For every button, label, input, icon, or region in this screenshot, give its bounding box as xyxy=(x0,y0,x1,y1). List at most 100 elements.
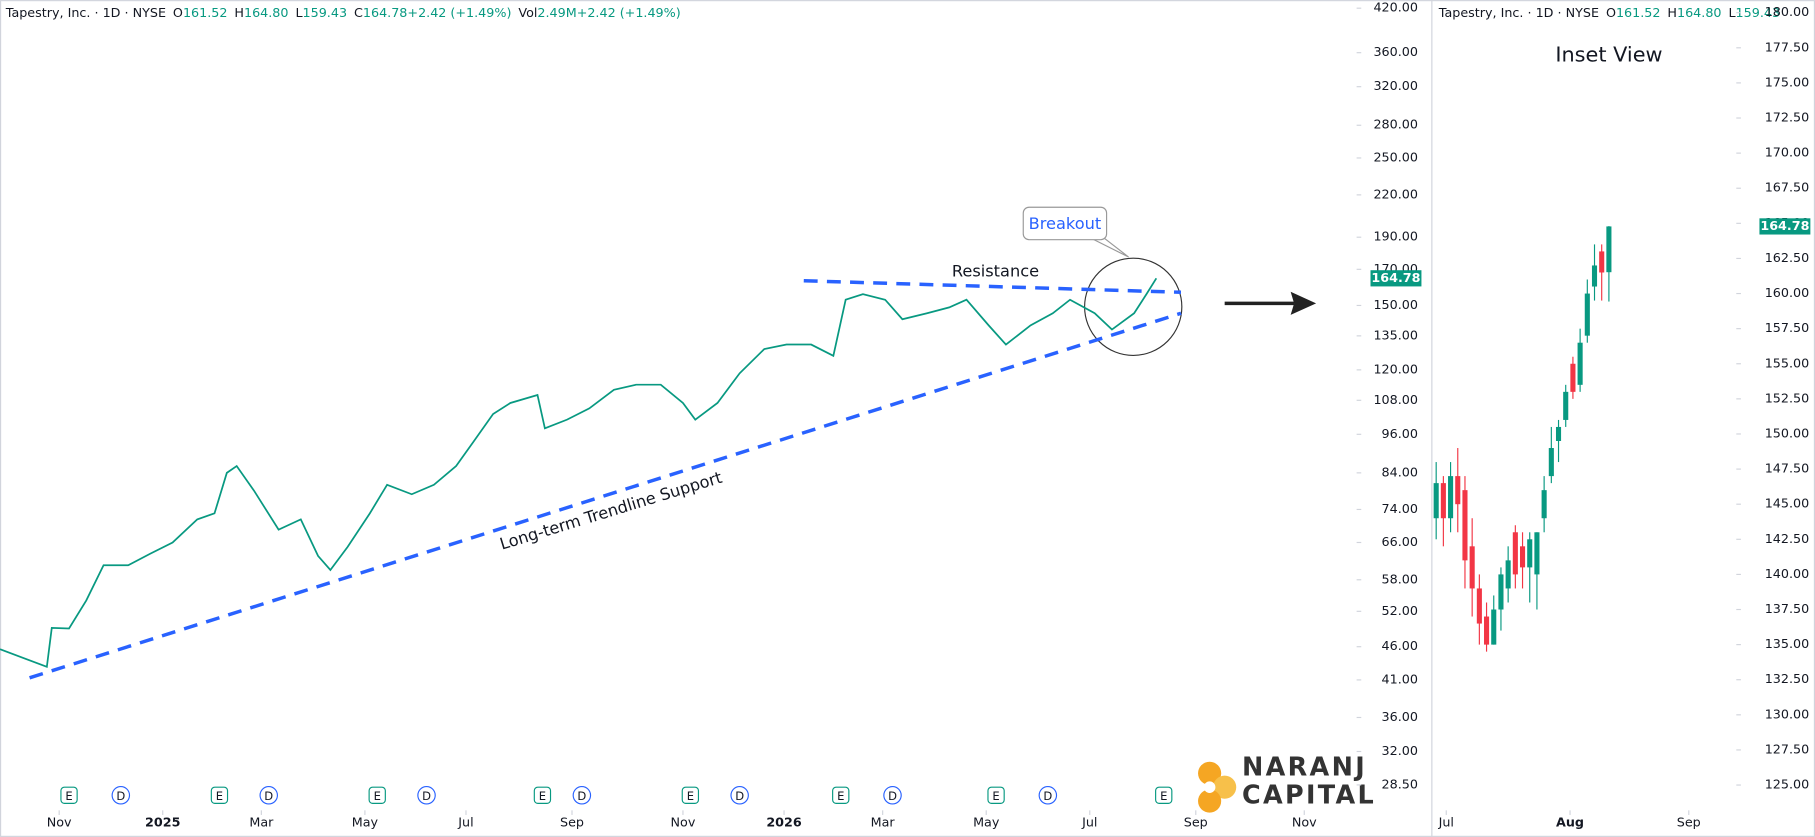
event-label: E xyxy=(374,789,381,803)
y-tick-label: 41.00 xyxy=(1382,672,1418,687)
event-marker xyxy=(681,786,700,804)
candle-body xyxy=(1541,490,1547,519)
event-marker xyxy=(572,786,592,805)
y-tick-label: 172.50 xyxy=(1765,111,1810,126)
event-label: D xyxy=(577,789,586,803)
y-tick-label: 155.00 xyxy=(1765,356,1810,371)
candle-body xyxy=(1469,546,1475,589)
resistance-label: Resistance xyxy=(952,262,1039,281)
x-tick-label: Nov xyxy=(1292,816,1317,831)
y-tick-label: 145.00 xyxy=(1765,497,1810,512)
y-tick-label: 190.00 xyxy=(1373,230,1418,245)
callout-pointer xyxy=(1093,236,1129,258)
y-tick-label: 32.00 xyxy=(1382,744,1418,759)
header-item: 164.80 xyxy=(244,5,289,20)
event-marker xyxy=(832,786,850,804)
header-item: O xyxy=(173,5,183,20)
price-line xyxy=(0,277,1158,669)
event-label: E xyxy=(992,789,999,803)
candle-body xyxy=(1455,476,1461,505)
header-item: Tapestry, Inc. · 1D · NYSE xyxy=(5,5,166,20)
header-item: 161.52 xyxy=(183,5,228,20)
price-tag xyxy=(1370,270,1422,287)
x-tick-label: May xyxy=(973,816,1000,831)
event-label: D xyxy=(264,789,273,803)
y-tick-label: 160.00 xyxy=(1765,286,1810,301)
candle-body xyxy=(1563,391,1569,420)
candle-body xyxy=(1584,293,1590,336)
header-item: +2.42 (+1.49%) xyxy=(407,5,511,20)
logo-center xyxy=(1203,781,1216,793)
y-tick-label: 150.00 xyxy=(1373,298,1418,313)
header-item: 159.43 xyxy=(303,5,348,20)
candle-body xyxy=(1534,532,1540,575)
candle-body xyxy=(1498,574,1504,610)
y-tick-label: 140.00 xyxy=(1765,567,1810,582)
y-tick-label: 142.50 xyxy=(1765,532,1810,547)
candle-body xyxy=(1512,532,1518,575)
y-tick-label: 58.00 xyxy=(1382,572,1418,587)
candle-body xyxy=(1484,616,1490,645)
event-marker xyxy=(111,786,131,805)
event-marker xyxy=(883,786,902,805)
y-tick-label: 360.00 xyxy=(1373,45,1418,60)
chart-header: Tapestry, Inc. · 1D · NYSE O161.52 H164.80… xyxy=(5,5,681,20)
x-tick-label: Nov xyxy=(671,816,696,831)
y-tick-label: 130.00 xyxy=(1765,707,1810,722)
header-item: 164.80 xyxy=(1677,5,1722,20)
x-tick-label: 2025 xyxy=(145,816,180,831)
trendline xyxy=(803,279,1182,295)
event-label: D xyxy=(888,789,897,803)
logo: NARANJ CAPITAL xyxy=(1198,753,1376,813)
event-marker xyxy=(417,786,436,805)
y-tick-label: 150.00 xyxy=(1765,426,1810,441)
y-tick-label: 132.50 xyxy=(1765,672,1810,687)
y-tick-label: 162.50 xyxy=(1765,251,1810,266)
y-tick-label: 320.00 xyxy=(1373,79,1418,94)
candle-body xyxy=(1505,560,1511,589)
logo-text: CAPITAL xyxy=(1242,780,1376,810)
header-item: Tapestry, Inc. · 1D · NYSE xyxy=(1438,5,1599,20)
x-tick-label: Aug xyxy=(1556,816,1584,831)
price-tag-label: 164.78 xyxy=(1371,271,1420,286)
header-item: 159.43 xyxy=(1736,5,1781,20)
y-tick-label: 74.00 xyxy=(1382,502,1418,517)
candle-body xyxy=(1433,483,1439,519)
event-marker xyxy=(1155,786,1173,804)
event-marker xyxy=(368,786,386,804)
x-tick-label: Jul xyxy=(1438,816,1454,831)
header-item: C xyxy=(354,5,363,20)
candle-body xyxy=(1527,539,1533,568)
breakout-label: Breakout xyxy=(1029,214,1102,233)
candle-body xyxy=(1491,609,1497,645)
y-tick-label: 135.00 xyxy=(1765,637,1810,652)
candle-body xyxy=(1462,490,1468,561)
arrow-head xyxy=(1290,291,1317,315)
candle-body xyxy=(1476,588,1482,624)
y-tick-label: 52.00 xyxy=(1382,604,1418,619)
y-tick-label: 250.00 xyxy=(1373,150,1418,165)
header-item: Vol xyxy=(518,5,537,20)
event-label: D xyxy=(735,789,744,803)
x-tick-label: Sep xyxy=(560,816,584,831)
y-tick-label: 420.00 xyxy=(1373,1,1418,16)
y-tick-label: 125.00 xyxy=(1765,778,1810,793)
event-label: D xyxy=(1043,789,1052,803)
candle-body xyxy=(1519,546,1526,568)
callout-box xyxy=(1022,206,1108,241)
x-tick-label: Sep xyxy=(1677,816,1701,831)
y-tick-label: 127.50 xyxy=(1765,742,1810,757)
y-tick-label: 177.50 xyxy=(1765,40,1810,55)
y-tick-label: 180.00 xyxy=(1765,5,1810,20)
candle-body xyxy=(1591,265,1598,287)
header-item: +2.42 (+1.49%) xyxy=(577,5,681,20)
header-item: H xyxy=(1667,5,1677,20)
event-label: D xyxy=(116,789,125,803)
candle-body xyxy=(1440,483,1446,519)
y-tick-label: 120.00 xyxy=(1373,362,1418,377)
y-tick-label: 96.00 xyxy=(1382,427,1418,442)
candle-body xyxy=(1555,426,1562,441)
event-label: D xyxy=(422,789,431,803)
